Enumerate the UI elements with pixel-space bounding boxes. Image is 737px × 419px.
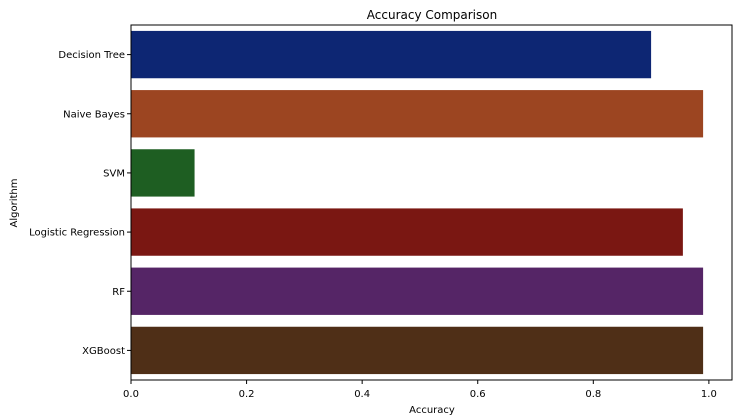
y-tick-label: XGBoost xyxy=(82,346,125,357)
bar-naive-bayes xyxy=(131,90,704,138)
y-tick-label: Decision Tree xyxy=(58,50,125,61)
bar-svm xyxy=(131,149,195,197)
y-tick-label: Logistic Regression xyxy=(29,228,125,239)
x-tick-label: 0.8 xyxy=(585,389,601,400)
x-tick-label: 1.0 xyxy=(701,389,717,400)
y-axis-label: Algorithm xyxy=(9,179,20,228)
x-axis-ticks: 0.0 0.2 0.4 0.6 0.8 1.0 xyxy=(123,380,717,400)
x-tick-label: 0.0 xyxy=(123,389,139,400)
plot-frame xyxy=(130,24,733,381)
y-tick-label: SVM xyxy=(103,168,125,179)
x-tick-label: 0.2 xyxy=(239,389,255,400)
bar-rf xyxy=(131,267,704,315)
bar-decision-tree xyxy=(131,30,652,79)
bars-group xyxy=(131,30,704,375)
x-tick-label: 0.6 xyxy=(470,389,486,400)
x-axis-label: Accuracy xyxy=(409,405,455,416)
y-axis-ticks: Decision Tree Naive Bayes SVM Logistic Regr… xyxy=(29,50,131,357)
bar-logistic-regression xyxy=(131,208,683,256)
bar-xgboost xyxy=(131,326,704,375)
y-tick-label: RF xyxy=(112,287,125,298)
chart-title: Accuracy Comparison xyxy=(367,8,497,22)
y-tick-label: Naive Bayes xyxy=(63,109,125,120)
x-tick-label: 0.4 xyxy=(354,389,370,400)
